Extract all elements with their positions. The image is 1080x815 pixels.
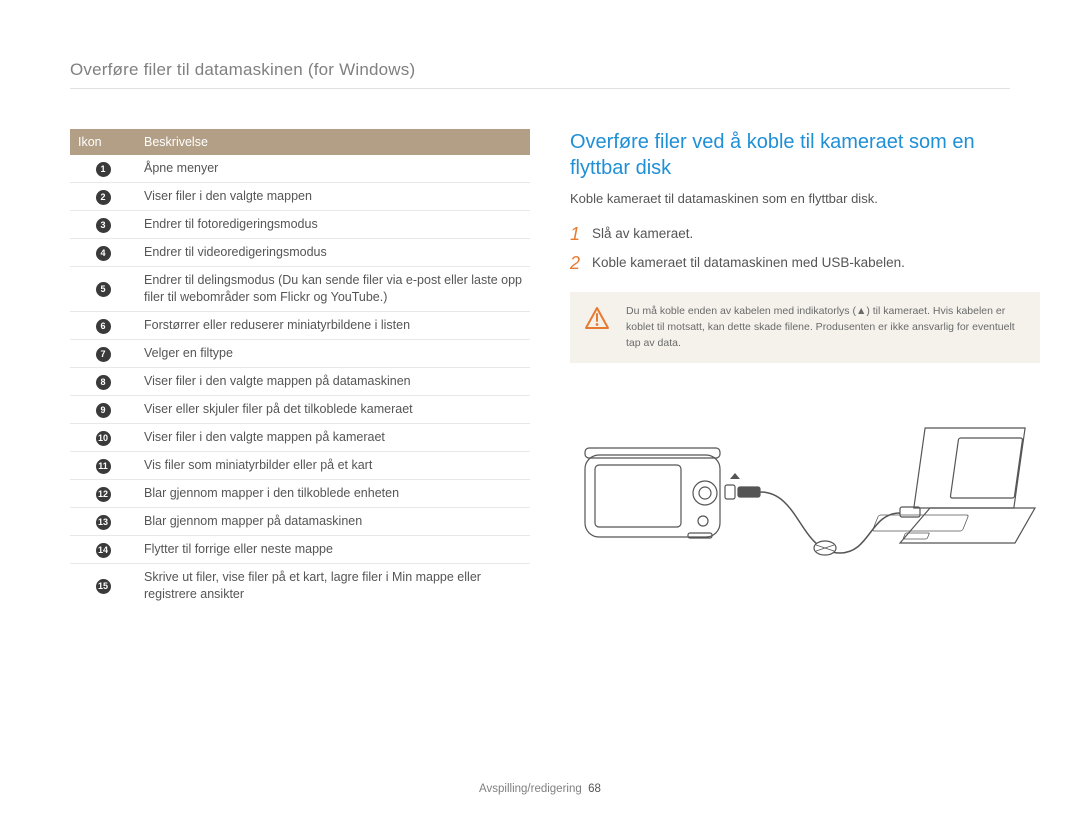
step-number: 2 (570, 253, 592, 274)
circled-number-icon: 10 (96, 431, 111, 446)
warning-note: Du må koble enden av kabelen med indikat… (570, 292, 1040, 363)
circled-number-icon: 1 (96, 162, 111, 177)
step-list: 1Slå av kameraet.2Koble kameraet til dat… (570, 224, 1040, 274)
circled-number-icon: 3 (96, 218, 111, 233)
content-columns: Ikon Beskrivelse 1 Åpne menyer 2 Viser file… (70, 129, 1010, 608)
table-cell-description: Endrer til fotoredigeringsmodus (136, 211, 530, 239)
step-text: Slå av kameraet. (592, 224, 1040, 245)
laptop-icon (872, 428, 1035, 543)
step-text: Koble kameraet til datamaskinen med USB-… (592, 253, 1040, 274)
table-head-icon: Ikon (70, 129, 136, 155)
section-title: Overføre filer ved å koble til kameraet … (570, 129, 1040, 181)
circled-number-icon: 11 (96, 459, 111, 474)
connection-illustration (570, 393, 1040, 593)
table-row: 6 Forstørrer eller reduserer miniatyrbild… (70, 311, 530, 339)
icon-table-column: Ikon Beskrivelse 1 Åpne menyer 2 Viser file… (70, 129, 530, 608)
instructions-column: Overføre filer ved å koble til kameraet … (570, 129, 1040, 608)
circled-number-icon: 6 (96, 319, 111, 334)
table-row: 3 Endrer til fotoredigeringsmodus (70, 211, 530, 239)
table-cell-description: Blar gjennom mapper på datamaskinen (136, 507, 530, 535)
circled-number-icon: 4 (96, 246, 111, 261)
table-cell-description: Viser filer i den valgte mappen på datam… (136, 367, 530, 395)
warning-text: Du må koble enden av kabelen med indikat… (626, 304, 1026, 351)
table-cell-description: Skrive ut filer, vise filer på et kart, … (136, 563, 530, 607)
circled-number-icon: 9 (96, 403, 111, 418)
table-cell-description: Endrer til delingsmodus (Du kan sende fi… (136, 267, 530, 312)
page: Overføre filer til datamaskinen (for Win… (0, 0, 1080, 815)
table-cell-description: Endrer til videoredigeringsmodus (136, 239, 530, 267)
table-row: 2 Viser filer i den valgte mappen (70, 183, 530, 211)
circled-number-icon: 15 (96, 579, 111, 594)
step-item: 1Slå av kameraet. (570, 224, 1040, 245)
table-row: 7 Velger en filtype (70, 339, 530, 367)
table-row: 14 Flytter til forrige eller neste mappe (70, 535, 530, 563)
table-row: 11 Vis filer som miniatyrbilder eller på … (70, 451, 530, 479)
table-head-description: Beskrivelse (136, 129, 530, 155)
table-cell-description: Viser filer i den valgte mappen (136, 183, 530, 211)
table-cell-description: Flytter til forrige eller neste mappe (136, 535, 530, 563)
table-cell-description: Velger en filtype (136, 339, 530, 367)
step-number: 1 (570, 224, 592, 245)
circled-number-icon: 13 (96, 515, 111, 530)
circled-number-icon: 7 (96, 347, 111, 362)
footer-section: Avspilling/redigering (479, 783, 582, 795)
warning-icon (584, 306, 610, 351)
table-cell-description: Forstørrer eller reduserer miniatyrbilde… (136, 311, 530, 339)
table-row: 10 Viser filer i den valgte mappen på kam… (70, 423, 530, 451)
circled-number-icon: 2 (96, 190, 111, 205)
table-row: 8 Viser filer i den valgte mappen på data… (70, 367, 530, 395)
table-cell-description: Vis filer som miniatyrbilder eller på et… (136, 451, 530, 479)
table-row: 4 Endrer til videoredigeringsmodus (70, 239, 530, 267)
table-row: 5 Endrer til delingsmodus (Du kan sende f… (70, 267, 530, 312)
table-row: 13 Blar gjennom mapper på datamaskinen (70, 507, 530, 535)
step-item: 2Koble kameraet til datamaskinen med USB… (570, 253, 1040, 274)
page-footer: Avspilling/redigering 68 (0, 783, 1080, 795)
table-cell-description: Åpne menyer (136, 155, 530, 183)
circled-number-icon: 12 (96, 487, 111, 502)
table-cell-description: Viser eller skjuler filer på det tilkobl… (136, 395, 530, 423)
table-row: 12 Blar gjennom mapper i den tilkoblede e… (70, 479, 530, 507)
section-intro: Koble kameraet til datamaskinen som en f… (570, 191, 1040, 206)
table-row: 15 Skrive ut filer, vise filer på et kart… (70, 563, 530, 607)
footer-page-number: 68 (588, 783, 601, 795)
circled-number-icon: 5 (96, 282, 111, 297)
table-cell-description: Viser filer i den valgte mappen på kamer… (136, 423, 530, 451)
circled-number-icon: 8 (96, 375, 111, 390)
table-cell-description: Blar gjennom mapper i den tilkoblede enh… (136, 479, 530, 507)
circled-number-icon: 14 (96, 543, 111, 558)
page-title: Overføre filer til datamaskinen (for Win… (70, 60, 1010, 89)
icon-description-table: Ikon Beskrivelse 1 Åpne menyer 2 Viser file… (70, 129, 530, 608)
table-row: 1 Åpne menyer (70, 155, 530, 183)
camera-icon (585, 448, 720, 538)
table-row: 9 Viser eller skjuler filer på det tilkob… (70, 395, 530, 423)
